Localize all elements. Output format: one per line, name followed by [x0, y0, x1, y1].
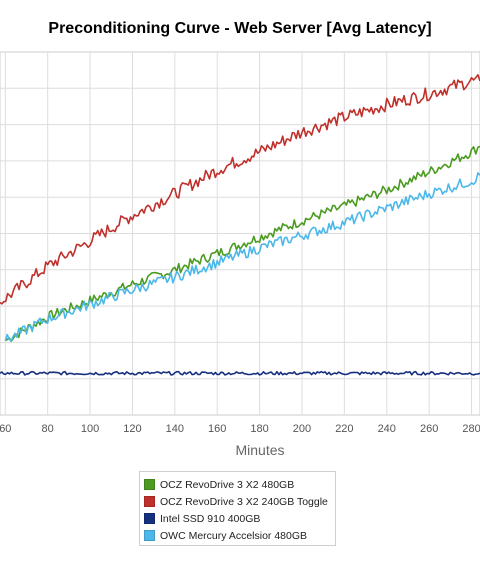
legend-label: OCZ RevoDrive 3 X2 480GB [160, 478, 295, 491]
x-tick-label: 80 [42, 423, 54, 435]
x-tick-label: 100 [81, 423, 99, 435]
x-tick-label: 280 [462, 423, 480, 435]
x-tick-label: 260 [420, 423, 438, 435]
x-tick-label: 120 [123, 423, 141, 435]
x-tick-label: 240 [378, 423, 396, 435]
legend-item: OCZ RevoDrive 3 X2 240GB Toggle [144, 493, 335, 510]
legend-swatch [144, 530, 155, 541]
legend-label: OWC Mercury Accelsior 480GB [160, 529, 308, 542]
x-axis-title: Minutes [235, 442, 284, 458]
grid-layer [0, 51, 480, 416]
chart-title: Preconditioning Curve - Web Server [Avg … [48, 20, 432, 37]
legend-item: Intel SSD 910 400GB [144, 510, 335, 527]
legend-swatch [144, 479, 155, 490]
x-tick-label: 220 [335, 423, 353, 435]
legend: OCZ RevoDrive 3 X2 480GB OCZ RevoDrive 3 … [139, 471, 336, 546]
series-line-1 [0, 74, 480, 305]
x-tick-labels: 60 80 100 120 140 160 180 200 220 240 260 280 [0, 423, 480, 435]
x-tick-label: 180 [250, 423, 268, 435]
series-line-3 [4, 172, 480, 342]
series-line-2 [0, 370, 480, 376]
legend-swatch [144, 513, 155, 524]
legend-label: Intel SSD 910 400GB [160, 512, 261, 525]
x-tick-label: 200 [293, 423, 311, 435]
legend-swatch [144, 496, 155, 507]
legend-item: OWC Mercury Accelsior 480GB [144, 527, 335, 544]
legend-label: OCZ RevoDrive 3 X2 240GB Toggle [160, 495, 328, 508]
legend-item: OCZ RevoDrive 3 X2 480GB [144, 476, 335, 493]
x-tick-label: 140 [166, 423, 184, 435]
x-tick-label: 60 [0, 423, 11, 435]
series-layer [0, 74, 480, 376]
x-tick-label: 160 [208, 423, 226, 435]
